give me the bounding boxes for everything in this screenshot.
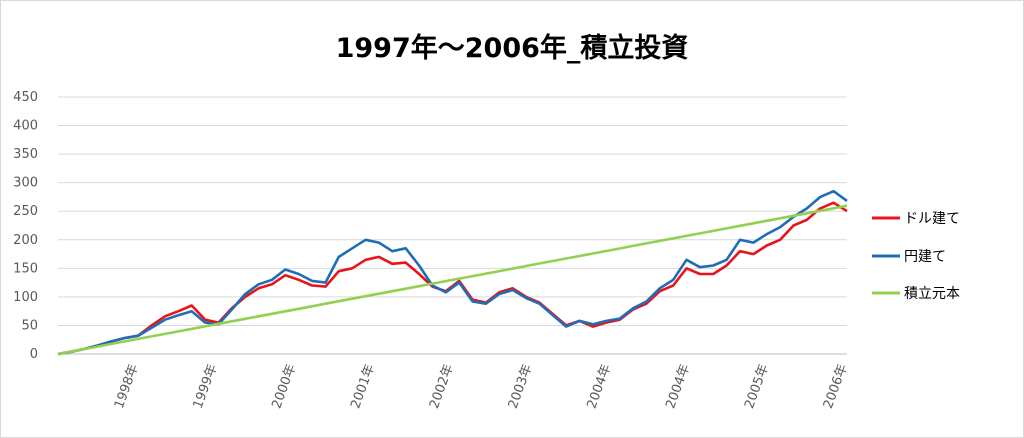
x-tick-label: 2001年 bbox=[348, 362, 378, 410]
x-tick-label: 1998年 bbox=[112, 362, 142, 410]
x-tick-label: 2002年 bbox=[427, 362, 457, 410]
y-tick-label: 350 bbox=[13, 147, 38, 162]
y-tick-label: 200 bbox=[13, 233, 38, 248]
x-tick-label: 2006年 bbox=[821, 362, 851, 410]
legend-label: 円建て bbox=[904, 249, 946, 265]
x-tick-label: 2004年 bbox=[585, 362, 615, 410]
y-tick-label: 400 bbox=[13, 119, 38, 134]
legend-label: 積立元本 bbox=[904, 286, 960, 302]
series-line-2 bbox=[57, 204, 848, 356]
y-tick-label: 300 bbox=[13, 176, 38, 191]
legend-label: ドル建て bbox=[904, 211, 960, 227]
y-tick-label: 0 bbox=[30, 347, 38, 362]
y-tick-label: 250 bbox=[13, 204, 38, 219]
x-tick-label: 2000年 bbox=[269, 362, 299, 410]
series-line-1 bbox=[57, 189, 848, 356]
x-tick-label: 2005年 bbox=[742, 362, 772, 410]
y-tick-label: 50 bbox=[21, 318, 38, 333]
x-tick-label: 2003年 bbox=[506, 362, 536, 410]
chart-title: 1997年～2006年_積立投資 bbox=[335, 33, 689, 64]
x-tick-label: 1999年 bbox=[191, 362, 221, 410]
x-tick-label: 2004年 bbox=[663, 362, 693, 410]
y-tick-label: 450 bbox=[13, 90, 38, 105]
y-tick-label: 150 bbox=[13, 261, 38, 276]
y-tick-label: 100 bbox=[13, 290, 38, 305]
